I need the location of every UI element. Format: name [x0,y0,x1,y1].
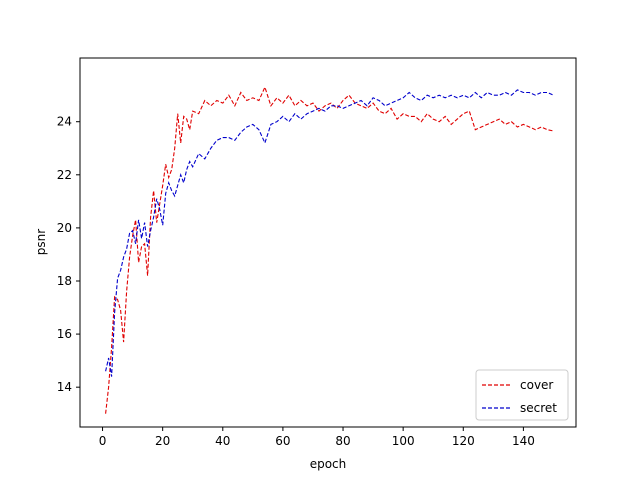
y-tick-label: 18 [57,274,72,288]
x-axis: 0 20 40 60 80 100 120 140 [99,427,535,448]
y-tick-label: 20 [57,221,72,235]
x-tick-label: 20 [155,434,170,448]
series-layer [105,85,554,414]
legend-label-secret: secret [520,401,557,415]
x-tick-label: 120 [452,434,475,448]
y-tick-label: 14 [57,380,72,394]
y-axis-title: psnr [34,229,48,255]
y-tick-label: 16 [57,327,72,341]
y-axis: 14 16 18 20 22 24 [57,115,80,394]
x-tick-label: 140 [512,434,535,448]
legend-label-cover: cover [520,378,553,392]
x-axis-title: epoch [310,457,347,471]
x-tick-label: 0 [99,434,107,448]
y-tick-label: 24 [57,115,72,129]
legend: cover secret [475,369,569,421]
x-tick-label: 80 [335,434,350,448]
legend-box [475,369,569,421]
plot-frame [79,57,577,428]
series-line-secret [105,89,554,377]
x-tick-label: 60 [275,434,290,448]
x-tick-label: 100 [392,434,415,448]
x-tick-label: 40 [215,434,230,448]
series-line-cover [105,85,554,414]
y-tick-label: 22 [57,168,72,182]
